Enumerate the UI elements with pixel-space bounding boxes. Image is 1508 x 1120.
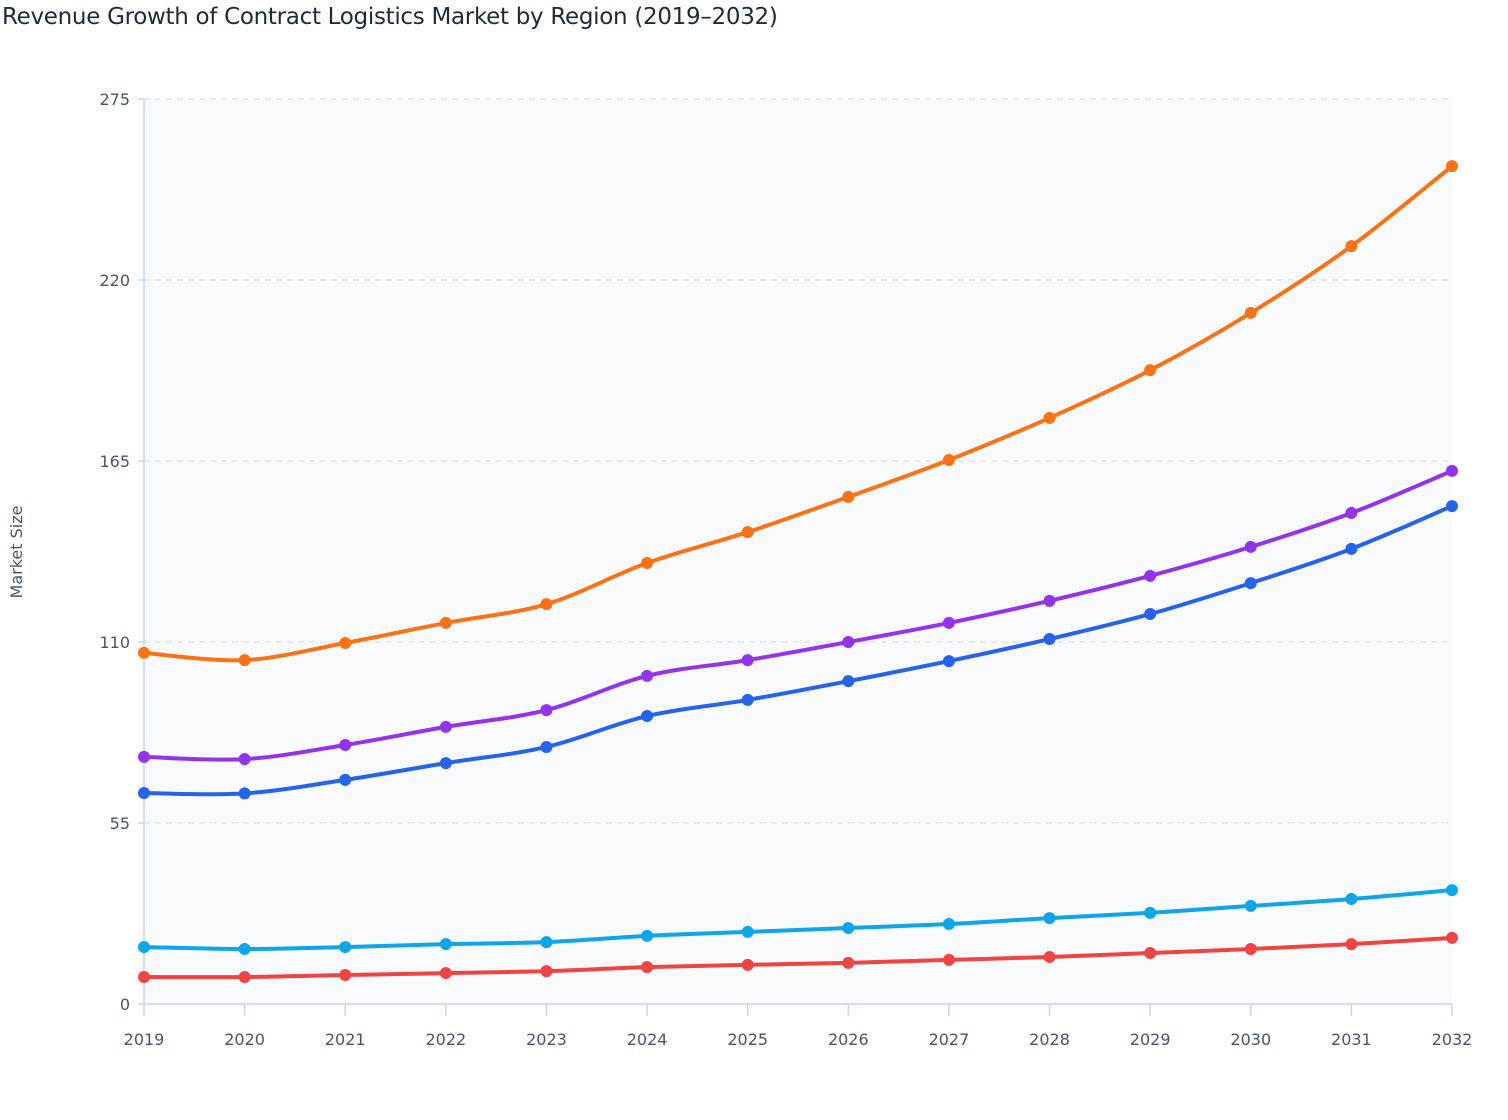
- data-point-4: [942, 953, 955, 966]
- data-point-0: [1345, 240, 1358, 253]
- data-point-0: [540, 598, 553, 611]
- data-point-2: [540, 740, 553, 753]
- data-point-0: [942, 454, 955, 467]
- data-point-1: [842, 636, 855, 648]
- data-point-1: [339, 739, 352, 752]
- data-point-2: [339, 773, 352, 786]
- data-point-1: [942, 616, 955, 629]
- data-point-0: [138, 646, 150, 659]
- data-point-2: [238, 787, 251, 800]
- data-point-0: [1446, 160, 1458, 173]
- data-point-1: [1144, 569, 1157, 582]
- data-point-2: [439, 757, 452, 770]
- data-point-4: [1144, 946, 1157, 959]
- data-point-1: [741, 654, 754, 667]
- data-point-3: [641, 929, 654, 942]
- data-point-4: [540, 965, 553, 978]
- data-point-1: [138, 750, 150, 763]
- x-tick-label: 2027: [929, 1030, 970, 1049]
- data-point-4: [741, 958, 754, 971]
- data-point-4: [439, 967, 452, 980]
- y-tick-label: 110: [99, 633, 130, 652]
- data-point-3: [238, 943, 251, 956]
- data-point-4: [1345, 938, 1358, 951]
- x-tick-label: 2026: [828, 1030, 869, 1049]
- data-point-1: [439, 720, 452, 733]
- data-point-3: [741, 925, 754, 938]
- data-point-0: [741, 526, 754, 539]
- x-tick-label: 2019: [124, 1030, 165, 1049]
- x-tick-label: 2022: [425, 1030, 466, 1049]
- data-point-2: [641, 710, 654, 723]
- y-tick-label: 0: [120, 995, 130, 1014]
- data-point-3: [1345, 893, 1358, 906]
- data-point-3: [1446, 884, 1458, 897]
- y-axis-label: Market Size: [7, 506, 26, 599]
- data-point-3: [842, 921, 855, 934]
- data-point-2: [842, 675, 855, 688]
- y-tick-label: 165: [99, 452, 130, 471]
- data-point-2: [138, 787, 150, 800]
- series-line-1: [143, 469, 1453, 762]
- data-point-2: [1345, 542, 1358, 555]
- data-point-2: [1244, 577, 1257, 590]
- x-tick-label: 2024: [627, 1030, 668, 1049]
- data-point-2: [942, 655, 955, 668]
- data-point-4: [238, 971, 251, 984]
- x-tick-label: 2031: [1331, 1030, 1372, 1049]
- data-point-0: [1144, 364, 1157, 377]
- x-tick-label: 2028: [1029, 1030, 1070, 1049]
- data-point-4: [842, 956, 855, 969]
- data-point-1: [1244, 540, 1257, 553]
- data-point-3: [1244, 899, 1257, 912]
- x-tick-label: 2029: [1130, 1030, 1171, 1049]
- data-point-4: [138, 971, 150, 984]
- data-point-0: [1244, 306, 1257, 319]
- x-tick-label: 2020: [224, 1030, 265, 1049]
- x-tick-label: 2030: [1230, 1030, 1271, 1049]
- data-point-0: [1043, 411, 1056, 424]
- x-tick-label: 2025: [727, 1030, 768, 1049]
- series-line-2: [143, 504, 1453, 797]
- plot-background: [144, 99, 1452, 1004]
- data-point-4: [1446, 931, 1458, 944]
- y-tick-label: 275: [99, 90, 130, 109]
- data-point-1: [1043, 594, 1056, 607]
- y-tick-label: 220: [99, 271, 130, 290]
- chart-title: Revenue Growth of Contract Logistics Mar…: [2, 4, 778, 30]
- data-point-3: [138, 941, 150, 954]
- x-tick-label: 2021: [325, 1030, 366, 1049]
- data-point-0: [238, 654, 251, 667]
- data-point-3: [339, 941, 352, 954]
- data-point-0: [842, 490, 855, 503]
- data-point-4: [1244, 943, 1257, 956]
- data-point-2: [741, 693, 754, 706]
- data-point-2: [1043, 633, 1056, 646]
- series-line-3: [143, 888, 1453, 952]
- data-point-0: [439, 616, 452, 629]
- series-line-4: [143, 935, 1453, 980]
- data-point-4: [641, 961, 654, 974]
- data-point-1: [1345, 506, 1358, 519]
- data-point-3: [439, 938, 452, 951]
- data-point-1: [238, 753, 251, 766]
- data-point-2: [1144, 608, 1157, 621]
- data-point-3: [540, 936, 553, 949]
- x-tick-label: 2032: [1432, 1030, 1473, 1049]
- data-point-3: [1144, 906, 1157, 919]
- data-point-1: [1446, 464, 1458, 477]
- data-point-0: [339, 636, 352, 649]
- data-point-1: [540, 704, 553, 717]
- data-point-3: [1043, 912, 1056, 925]
- data-point-1: [641, 669, 654, 682]
- x-tick-label: 2023: [526, 1030, 567, 1049]
- y-tick-label: 55: [110, 814, 130, 833]
- data-point-3: [942, 918, 955, 931]
- data-point-4: [339, 969, 352, 982]
- data-point-4: [1043, 950, 1056, 963]
- data-point-2: [1446, 500, 1458, 513]
- data-point-0: [641, 557, 654, 570]
